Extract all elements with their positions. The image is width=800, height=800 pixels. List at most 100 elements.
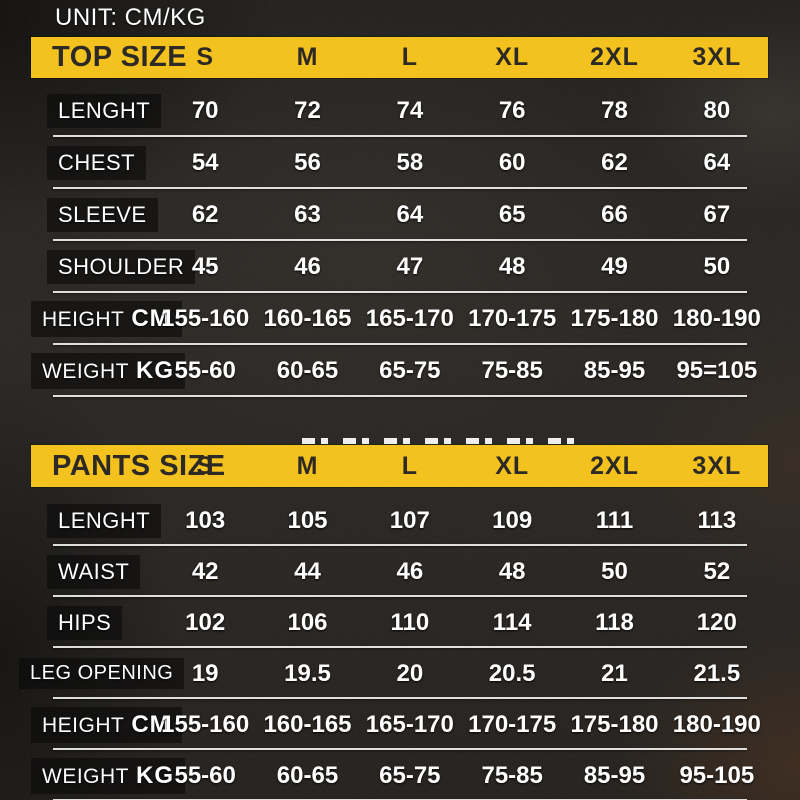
row-label-cell: WAIST <box>31 554 154 589</box>
size-value: 52 <box>703 557 731 585</box>
size-column-header: L <box>401 43 418 71</box>
size-value: 65-75 <box>379 761 441 789</box>
row-label-chip: CHEST <box>47 146 147 180</box>
size-value: 20.5 <box>488 659 536 687</box>
size-value: 170-175 <box>468 305 557 332</box>
size-value: 63 <box>294 201 321 228</box>
size-value: 175-180 <box>570 710 659 738</box>
size-column-header: 2XL <box>590 451 639 480</box>
table-row: SHOULDER 45 46 47 48 49 50 <box>31 241 768 293</box>
size-value: 78 <box>601 97 628 124</box>
row-label-chip: LENGHT <box>47 94 162 128</box>
row-label: SLEEVE <box>58 202 147 227</box>
table-row: LEG OPENING 19 19.5 20 20.5 21 21.5 <box>19 648 768 699</box>
table-header-band: TOP SIZE S M L XL 2XL 3XL <box>31 37 768 78</box>
size-value: 50 <box>601 557 628 585</box>
size-value: 120 <box>696 608 737 636</box>
size-value: 46 <box>396 557 424 585</box>
row-label: WAIST <box>58 558 130 584</box>
table-row: HIPS 102 106 110 114 118 120 <box>31 597 768 648</box>
row-label: HIPS <box>58 609 112 635</box>
size-value: 64 <box>396 201 424 228</box>
size-value: 64 <box>703 149 731 176</box>
size-value: 109 <box>492 506 533 534</box>
size-value: 110 <box>390 608 430 636</box>
size-value: 160-165 <box>263 305 352 332</box>
size-value: 114 <box>492 608 532 636</box>
row-label-cell: LENGHT <box>31 503 162 538</box>
pants-size-table: PANTS SIZE S M L XL 2XL 3XL LENGHT 103 105 107 109 1… <box>19 445 768 800</box>
row-label-cell: HIPS <box>31 605 154 640</box>
size-value: 80 <box>703 97 731 124</box>
row-label: LENGHT <box>58 507 151 533</box>
size-value: 65-75 <box>379 357 441 384</box>
size-value: 49 <box>601 253 628 280</box>
row-label: LENGHT <box>58 98 151 123</box>
size-value: 180-190 <box>672 710 761 738</box>
size-value: 60-65 <box>276 761 339 789</box>
size-value: 155-160 <box>161 305 250 332</box>
size-value: 85-95 <box>583 761 646 789</box>
size-value: 19 <box>191 659 219 687</box>
size-value: 42 <box>191 557 219 585</box>
table-row: LENGHT 103 105 107 109 111 113 <box>31 495 768 546</box>
row-label: WEIGHT <box>42 764 129 788</box>
size-column-header: 2XL <box>590 43 639 71</box>
table-title: PANTS SIZE <box>52 449 226 482</box>
size-column-header: XL <box>495 451 530 480</box>
size-column-header: L <box>401 451 418 480</box>
size-value: 46 <box>294 253 321 280</box>
size-value: 102 <box>185 608 226 636</box>
size-value: 105 <box>287 506 328 534</box>
size-value: 106 <box>287 608 328 636</box>
size-value: 118 <box>595 608 634 636</box>
row-label-cell: SHOULDER <box>31 250 196 284</box>
size-column-header: S <box>196 43 214 71</box>
table-row: CHEST 54 56 58 60 62 64 <box>31 137 768 189</box>
size-value: 62 <box>601 149 628 176</box>
size-column-header: S <box>196 451 214 480</box>
size-value: 75-85 <box>481 357 543 384</box>
size-value: 58 <box>396 149 424 176</box>
size-value: 165-170 <box>365 710 454 738</box>
row-label-cell: HEIGHT CM <box>31 706 182 743</box>
size-value: 21 <box>601 659 628 687</box>
row-label-chip: LENGHT <box>47 503 162 538</box>
size-value: 175-180 <box>570 305 659 332</box>
size-value: 170-175 <box>468 710 557 738</box>
size-column-header: M <box>296 43 319 71</box>
table-row: HEIGHT CM 155-160 160-165 165-170 170-175 175-… <box>31 293 768 345</box>
row-label-cell: WEIGHT KG <box>31 757 185 794</box>
size-value: 65 <box>498 201 526 228</box>
size-value: 60-65 <box>276 357 339 384</box>
size-value: 55-60 <box>174 357 236 384</box>
row-label: LEG OPENING <box>30 662 174 684</box>
size-value: 66 <box>601 201 628 228</box>
size-value: 76 <box>498 97 526 124</box>
size-value: 95-105 <box>679 761 755 789</box>
table-row: LENGHT 70 72 74 76 78 80 <box>31 85 768 137</box>
row-label-cell: LENGHT <box>31 94 162 128</box>
row-label-chip: SLEEVE <box>47 198 158 232</box>
size-value: 67 <box>703 201 731 228</box>
row-label-cell: CHEST <box>31 146 154 180</box>
size-value: 74 <box>396 97 424 124</box>
row-label-cell: WEIGHT KG <box>31 353 185 389</box>
size-value: 48 <box>498 557 526 585</box>
table-row: HEIGHT CM 155-160 160-165 165-170 170-175 175-… <box>31 699 768 750</box>
size-value: 19.5 <box>284 659 331 687</box>
size-value: 160-165 <box>263 710 352 738</box>
size-value: 103 <box>185 506 226 534</box>
size-column-header: 3XL <box>692 451 742 480</box>
size-value: 54 <box>191 149 219 176</box>
size-value: 111 <box>595 506 634 534</box>
size-value: 47 <box>396 253 424 280</box>
table-title: TOP SIZE <box>52 41 188 73</box>
table-row: SLEEVE 62 63 64 65 66 67 <box>31 189 768 241</box>
size-column-header: XL <box>495 43 530 71</box>
size-value: 165-170 <box>365 305 454 332</box>
size-value: 50 <box>703 253 731 280</box>
size-value: 62 <box>191 201 219 228</box>
row-label-chip: WAIST <box>47 554 141 589</box>
